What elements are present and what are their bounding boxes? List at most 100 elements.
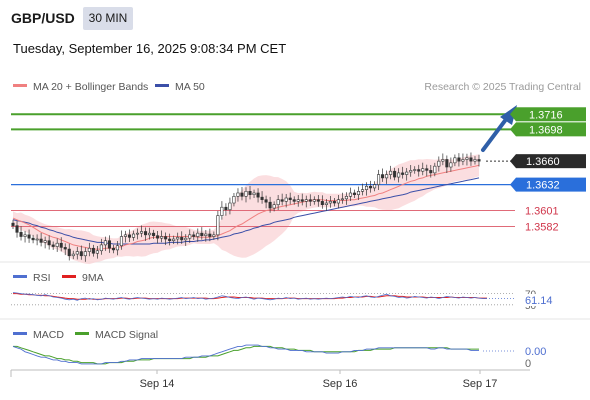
- candle-up: [87, 247, 91, 252]
- x-tick-label: Sep 14: [140, 378, 175, 390]
- candle-up: [364, 185, 369, 190]
- bollinger-band-area: [13, 154, 479, 265]
- candle-up: [204, 233, 208, 236]
- candle-down: [469, 157, 473, 162]
- candle-up: [397, 172, 401, 178]
- candle-down: [256, 192, 260, 198]
- macd-legend-label: MACD: [33, 329, 64, 341]
- candle-up: [71, 253, 75, 257]
- candle-up: [83, 251, 87, 257]
- candle-down: [288, 197, 292, 200]
- candle-down: [457, 157, 461, 162]
- candle-up: [356, 191, 361, 195]
- candle-up: [95, 250, 99, 254]
- candle-up: [228, 202, 232, 211]
- last-price-tag-pointer: [510, 154, 516, 169]
- candle-up: [409, 170, 413, 173]
- level-tag-pointer: [510, 107, 516, 122]
- resistance-level-label: 1.3716: [529, 109, 563, 121]
- last-price-label: 1.3660: [526, 156, 560, 168]
- macd-legend: MACD MACD Signal: [13, 329, 158, 341]
- candle-up: [131, 233, 136, 238]
- candle-up: [304, 199, 308, 202]
- candle-up: [148, 232, 152, 236]
- candle-up: [328, 201, 332, 204]
- candle-up: [461, 159, 465, 162]
- price-levels: [11, 113, 515, 227]
- candle-down: [39, 238, 43, 243]
- candle-up: [220, 206, 224, 216]
- candle-down: [417, 169, 421, 172]
- ma50-line: [12, 177, 480, 245]
- macd-last-value-label: 0.00: [525, 346, 546, 358]
- candle-down: [192, 234, 196, 237]
- pivot-level-tag: [516, 177, 586, 192]
- level-tag-pointer: [510, 122, 516, 137]
- candle-down: [248, 191, 252, 195]
- candle-up: [244, 191, 248, 197]
- candle-up: [188, 234, 192, 239]
- rsi-last-value-label: 61.14: [525, 295, 553, 307]
- chart-header: GBP/USD 30 MIN: [0, 0, 590, 36]
- candle-up: [103, 240, 107, 246]
- candle-up: [336, 199, 340, 204]
- candle-down: [152, 232, 156, 236]
- candle-down: [224, 206, 228, 211]
- candle-down: [63, 247, 67, 250]
- candle-down: [111, 247, 115, 251]
- candle-up: [437, 160, 441, 167]
- candle-up: [236, 192, 240, 197]
- candle-down: [292, 199, 296, 202]
- candle-down: [79, 251, 83, 257]
- forecast-arrow-shaft: [481, 116, 509, 152]
- candle-down: [59, 242, 63, 248]
- candle-up: [123, 234, 128, 237]
- candle-down: [168, 238, 172, 241]
- resistance-level-tag: [516, 122, 586, 137]
- candle-down: [144, 231, 148, 236]
- macd-signal-legend-label: MACD Signal: [95, 329, 158, 341]
- candle-up: [75, 251, 79, 255]
- rsi-legend-swatch: [13, 275, 27, 278]
- candle-up: [276, 199, 280, 205]
- candlesticks: [11, 152, 481, 262]
- candle-up: [115, 245, 119, 251]
- candle-down: [15, 225, 19, 233]
- candle-up: [140, 231, 144, 234]
- pivot-level-label: 1.3632: [526, 180, 560, 192]
- ma50-legend-label: MA 50: [175, 81, 205, 93]
- price-level-labels: 1.3716 1.3698 1.3660 1.3632 1.3601 1.3582: [510, 107, 586, 233]
- support-level-label: 1.3601: [525, 206, 559, 218]
- candle-up: [23, 234, 27, 237]
- candle-down: [352, 192, 357, 195]
- candle-up: [389, 170, 393, 175]
- candle-down: [164, 236, 168, 240]
- resistance-level-tag: [516, 107, 586, 122]
- candle-down: [477, 159, 481, 162]
- candle-down: [320, 201, 324, 205]
- candle-down: [180, 237, 184, 241]
- candle-down: [240, 192, 244, 197]
- forecast-arrow-head: [500, 105, 517, 125]
- rsi-last-value-backdrop: [521, 294, 557, 306]
- ma50-legend-swatch: [155, 84, 169, 87]
- timeframe-badge[interactable]: 30 MIN: [83, 7, 133, 30]
- candle-down: [401, 172, 405, 175]
- candle-up: [360, 189, 365, 192]
- rsi-legend: RSI 9MA: [13, 272, 104, 284]
- candle-up: [413, 169, 417, 171]
- support-level-label: 1.3582: [525, 221, 559, 233]
- x-tick-label: Sep 16: [323, 378, 358, 390]
- candle-up: [172, 238, 176, 241]
- candle-up: [119, 236, 124, 247]
- candle-down: [200, 232, 204, 236]
- candle-down: [31, 237, 35, 241]
- macd-line: [12, 344, 479, 365]
- candle-down: [393, 170, 397, 178]
- symbol-title: GBP/USD: [11, 10, 75, 26]
- candle-up: [184, 237, 188, 241]
- ma20-legend-swatch: [13, 84, 27, 87]
- candle-down: [27, 234, 31, 239]
- candle-up: [135, 232, 140, 235]
- candle-down: [280, 199, 284, 202]
